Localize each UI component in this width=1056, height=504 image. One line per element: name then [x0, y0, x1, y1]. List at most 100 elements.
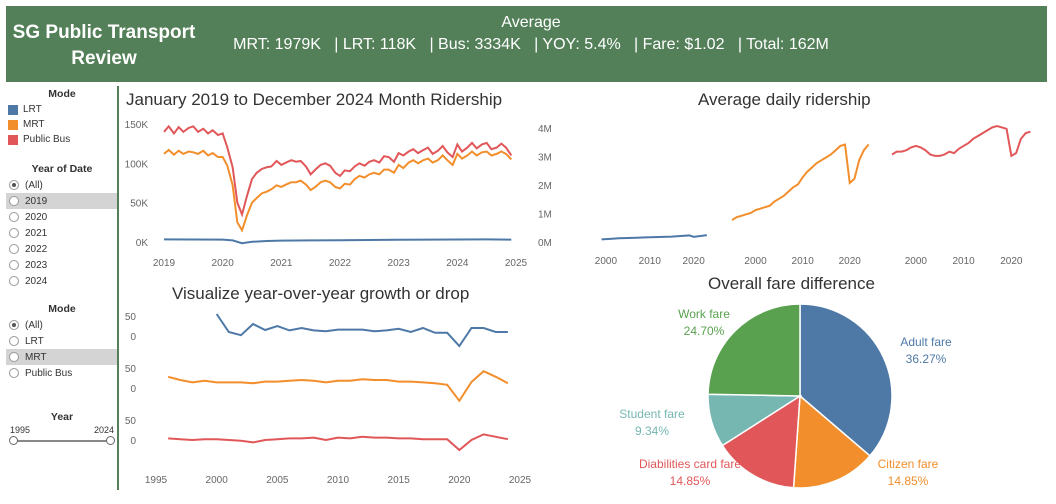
right-tick-label: 0M: [538, 238, 552, 249]
y-tick-label: 50: [125, 416, 137, 427]
x-tick-label: 2021: [270, 258, 293, 269]
mode-option[interactable]: (All): [6, 317, 118, 333]
radio-icon[interactable]: [9, 352, 19, 362]
legend-label: LRT: [23, 104, 42, 115]
slider-max-handle[interactable]: [106, 436, 115, 445]
radio-icon[interactable]: [9, 196, 19, 206]
x-tick-label: 2000: [744, 256, 767, 267]
year-option-label: 2023: [25, 259, 48, 271]
x-tick-label: 2020: [839, 256, 862, 267]
year-option[interactable]: 2024: [6, 273, 118, 289]
average-label: Average: [501, 14, 561, 31]
filter-sidebar: Mode LRT MRT Public Bus Year of Date (All)…: [6, 86, 118, 490]
legend-item[interactable]: Public Bus: [6, 132, 118, 147]
radio-icon[interactable]: [9, 212, 19, 222]
x-tick-label: 2025: [505, 258, 528, 269]
year-option[interactable]: 2022: [6, 241, 118, 257]
x-tick-label: 2020: [683, 256, 706, 267]
pie-slice-percent: 24.70%: [684, 324, 725, 338]
slider-min-handle[interactable]: [9, 436, 18, 445]
radio-icon[interactable]: [9, 336, 19, 346]
yoy-line-bus: [168, 433, 509, 452]
x-tick-label: 2025: [509, 475, 532, 486]
year-option[interactable]: (All): [6, 177, 118, 193]
x-tick-label: 1995: [145, 475, 168, 486]
monthly-ridership-chart: 150K 100K 50K 0K 4M 3M 2M 1M 0M 2019 2020 2021 2022 2…: [125, 120, 552, 269]
sidebar-divider: [117, 86, 119, 490]
series-line-lrt: [163, 238, 512, 245]
left-tick-label: 0K: [136, 238, 149, 249]
left-tick-label: 100K: [125, 159, 149, 170]
radio-icon[interactable]: [9, 368, 19, 378]
year-slider-labels: 1995 2024: [6, 425, 118, 435]
y-tick-label: 0: [130, 384, 136, 395]
pie-slice[interactable]: [799, 303, 893, 457]
pie-slice[interactable]: [707, 303, 801, 397]
mode-option-label: Public Bus: [25, 367, 73, 379]
x-tick-label: 2019: [153, 258, 176, 269]
average-daily-chart: 2000 2010 2020 2000 2010 2020 2000 2010 2020: [595, 124, 1031, 267]
x-tick-label: 2000: [905, 256, 928, 267]
fare-pie-chart: Adult fare 36.27% Citizen fare 14.85% Diabil…: [619, 303, 952, 489]
summary-stats: MRT: 1979K | LRT: 118K | Bus: 3334K | YO…: [202, 36, 860, 54]
radio-icon[interactable]: [9, 260, 19, 270]
monthly-chart-title: January 2019 to December 2024 Month Ride…: [126, 90, 503, 109]
x-tick-label: 2023: [388, 258, 411, 269]
dashboard-title: SG Public Transport Review: [12, 22, 196, 69]
pie-slice[interactable]: [792, 394, 871, 489]
year-option[interactable]: 2023: [6, 257, 118, 273]
yoy-growth-chart: 50 0 50 0 50 0 1995 2000 2005 2010 2015 2020 2025: [125, 312, 532, 486]
year-option-label: 2021: [25, 227, 48, 239]
x-tick-label: 2010: [792, 256, 815, 267]
dashboard-header: SG Public Transport Review Average MRT: …: [6, 6, 1047, 82]
radio-icon[interactable]: [9, 228, 19, 238]
radio-icon[interactable]: [9, 320, 19, 330]
legend-swatch: [8, 104, 18, 115]
x-tick-label: 2000: [206, 475, 229, 486]
year-filter: (All) 2019 2020 2021 2022 2023 2024: [6, 177, 118, 289]
series-line-mrt: [163, 148, 513, 233]
radio-icon[interactable]: [9, 180, 19, 190]
right-tick-label: 4M: [538, 124, 552, 135]
x-tick-label: 2000: [595, 256, 618, 267]
pie-slice-percent: 9.34%: [635, 424, 669, 438]
x-tick-label: 2020: [212, 258, 235, 269]
mode-option[interactable]: MRT: [6, 349, 118, 365]
x-tick-label: 2022: [329, 258, 352, 269]
y-tick-label: 0: [130, 436, 136, 447]
slider-min-label: 1995: [10, 425, 31, 435]
yoy-line-lrt: [215, 313, 508, 348]
pie-slice[interactable]: [721, 394, 801, 489]
fare-chart-title: Overall fare difference: [708, 274, 875, 293]
x-tick-label: 2010: [327, 475, 350, 486]
legend-item[interactable]: LRT: [6, 102, 118, 117]
year-option-label: (All): [25, 179, 43, 191]
year-slider-track[interactable]: [9, 436, 115, 448]
year-option-label: 2020: [25, 211, 48, 223]
yoy-chart-title: Visualize year-over-year growth or drop: [172, 284, 470, 303]
year-option[interactable]: 2021: [6, 225, 118, 241]
mode-option-label: (All): [25, 319, 43, 331]
year-option-label: 2019: [25, 195, 48, 207]
mode-option-label: LRT: [25, 335, 44, 347]
radio-icon[interactable]: [9, 276, 19, 286]
year-option[interactable]: 2020: [6, 209, 118, 225]
legend-label: Public Bus: [23, 134, 71, 145]
mode-option[interactable]: LRT: [6, 333, 118, 349]
stat-bus: | Bus: 3334K: [429, 36, 521, 53]
radio-icon[interactable]: [9, 244, 19, 254]
daily-line-lrt: [601, 234, 707, 241]
mode-option[interactable]: Public Bus: [6, 365, 118, 381]
x-tick-label: 2020: [1000, 256, 1023, 267]
x-tick-label: 2015: [388, 475, 411, 486]
legend-swatch: [8, 119, 18, 130]
year-option[interactable]: 2019: [6, 193, 118, 209]
y-tick-label: 50: [125, 312, 137, 323]
slider-max-label: 2024: [93, 425, 114, 435]
stat-fare: | Fare: $1.02: [634, 36, 725, 53]
daily-line-mrt: [731, 143, 870, 221]
pie-slice-percent: 14.85%: [888, 474, 929, 488]
year-filter-title: Year of Date: [31, 163, 93, 175]
x-tick-label: 2010: [639, 256, 662, 267]
legend-item[interactable]: MRT: [6, 117, 118, 132]
